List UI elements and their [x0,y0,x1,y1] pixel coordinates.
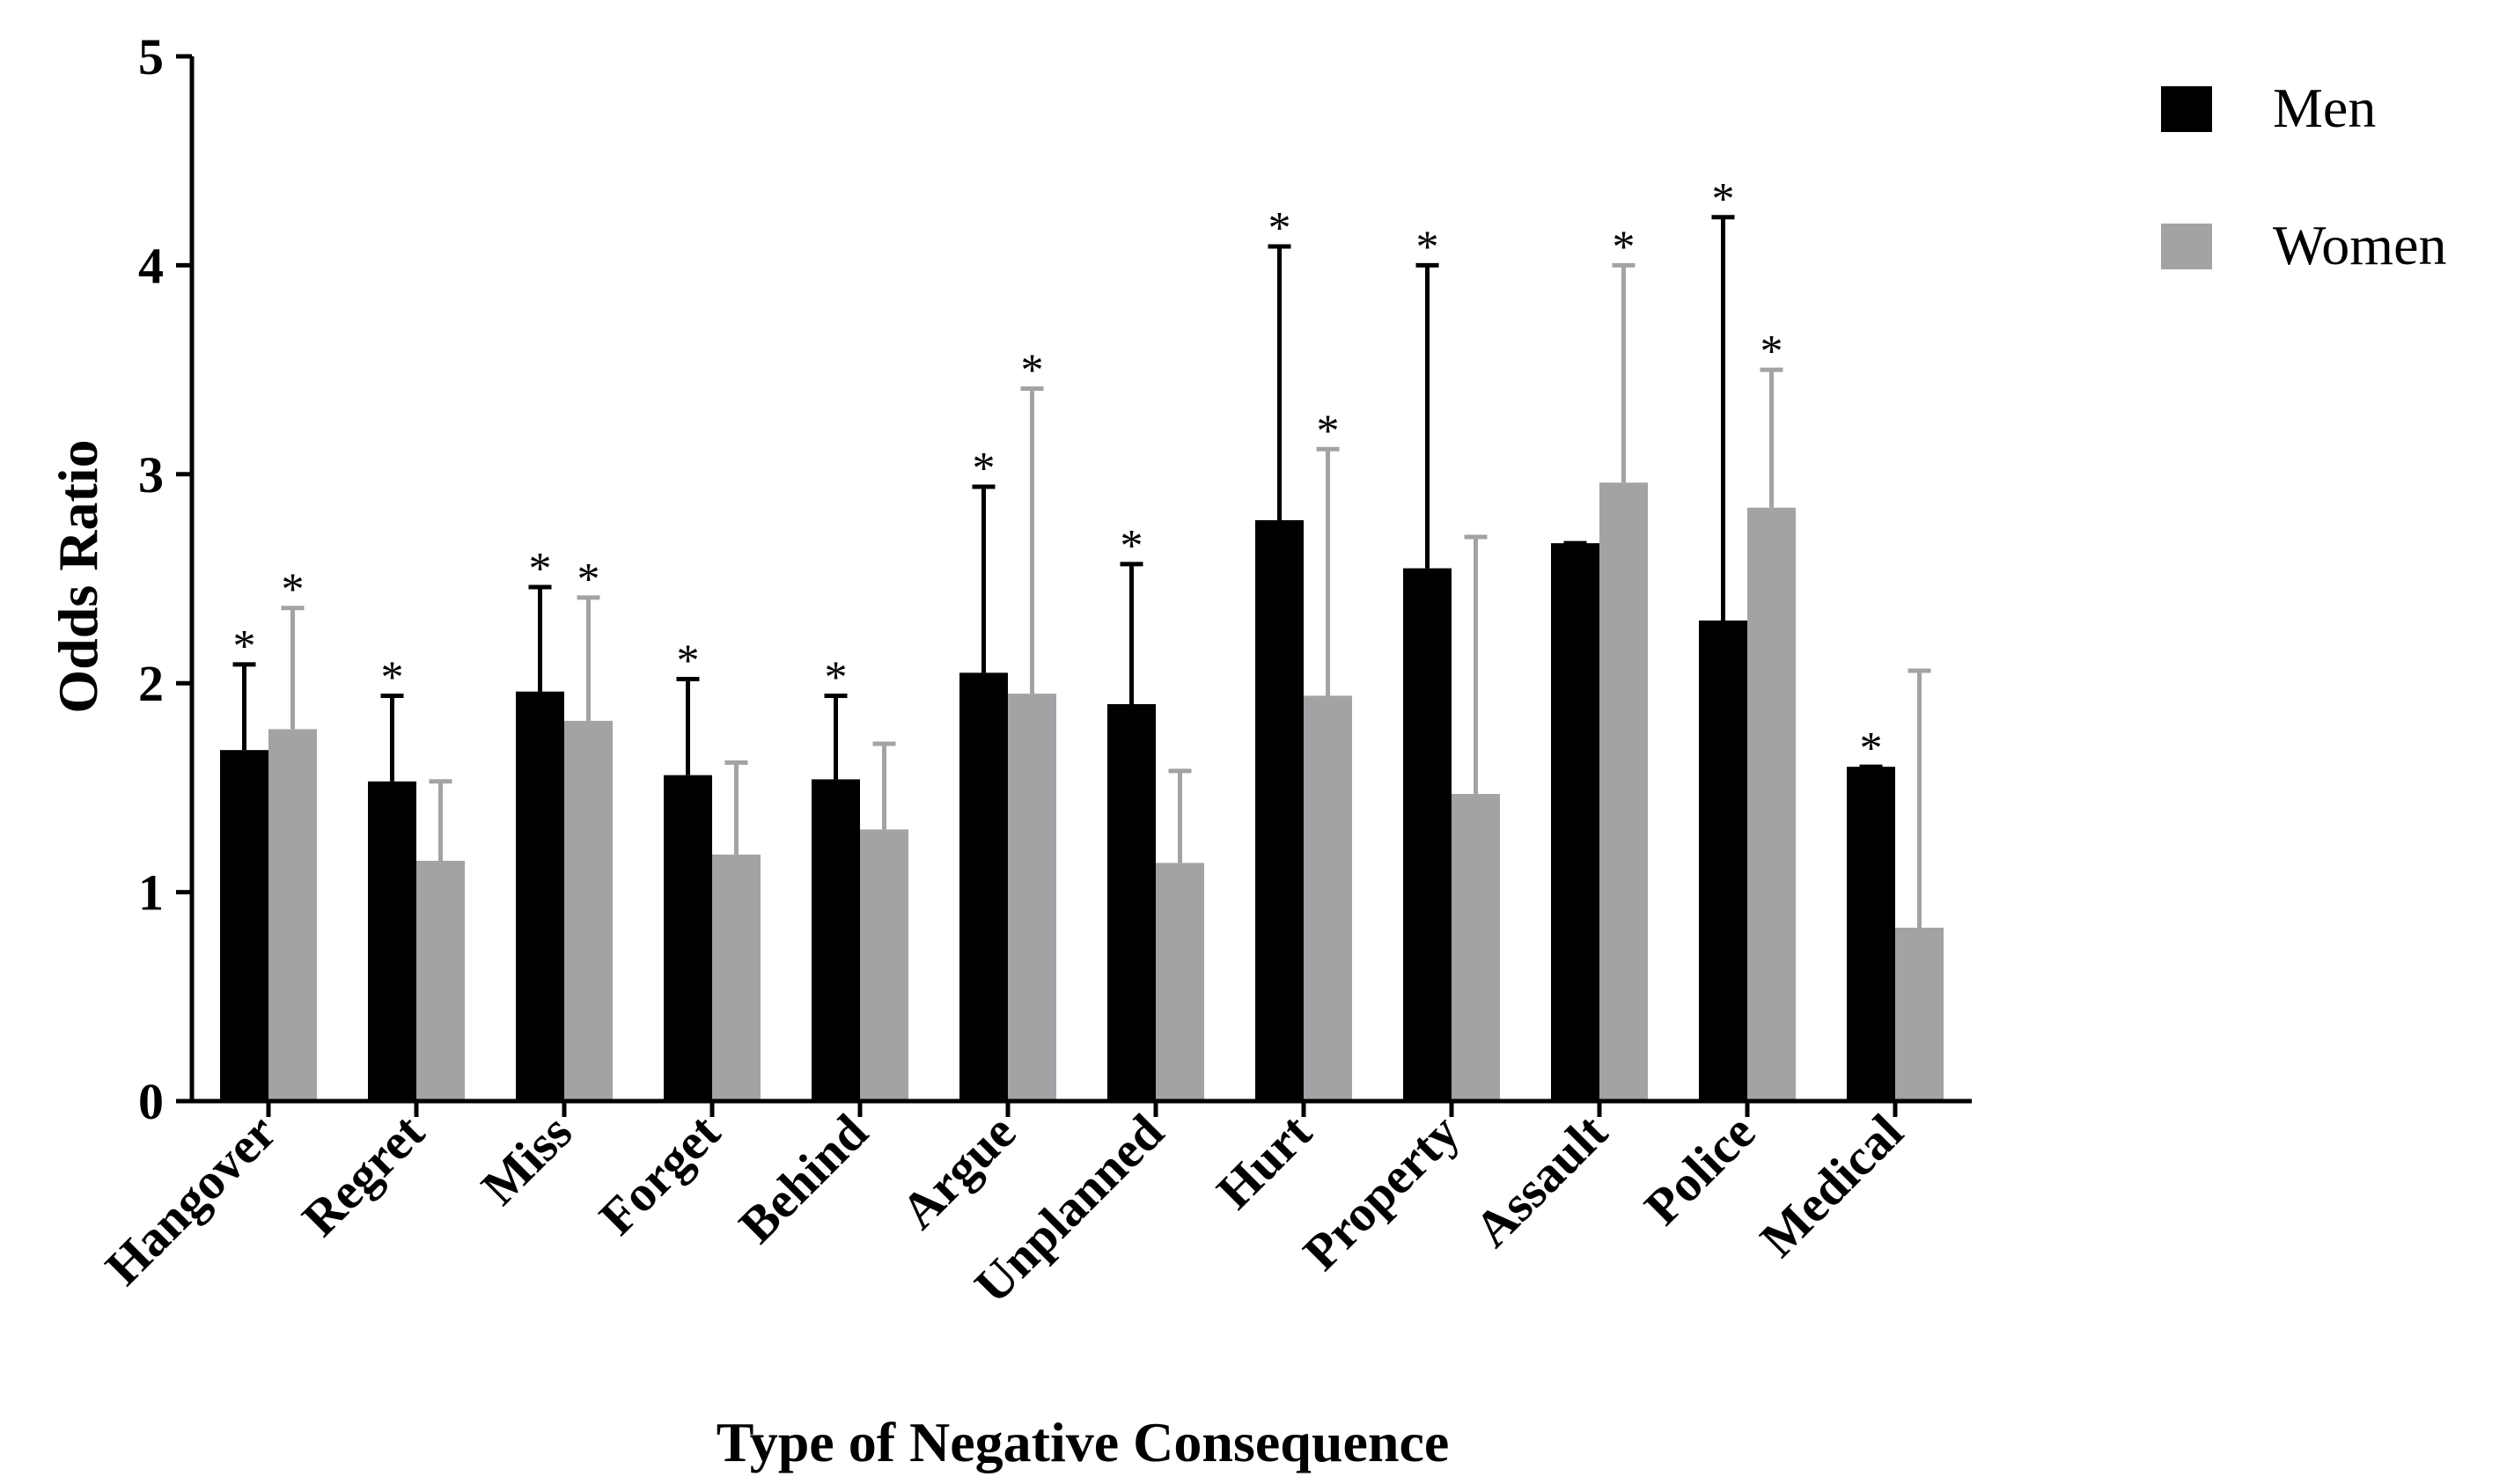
y-tick-label-5: 5 [138,28,164,85]
legend-swatch-women [2161,224,2212,269]
bar-men-hurt [1255,520,1304,1101]
bar-men-unplanned [1107,703,1156,1101]
significance-star-men-medical: * [1860,724,1883,774]
bar-women-miss [564,720,613,1101]
y-axis-title: Odds Ratio [47,439,109,713]
bar-men-argue [959,672,1008,1101]
y-tick-label-4: 4 [138,237,164,294]
axes-layer [176,54,1972,1117]
significance-star-men-argue: * [973,444,996,494]
significance-star-men-hurt: * [1268,203,1291,253]
x-tick-label-argue: Argue [890,1103,1026,1239]
bar-women-forget [712,854,761,1101]
y-tick-label-1: 1 [138,864,164,922]
bars-layer [220,482,1944,1101]
x-tick-label-behind: Behind [728,1103,878,1253]
legend: Men Women [2161,77,2446,276]
bar-women-regret [416,860,465,1101]
significance-star-men-police: * [1712,174,1735,224]
y-tick-label-0: 0 [138,1073,164,1130]
significance-star-men-regret: * [381,652,404,702]
significance-star-men-behind: * [825,652,848,702]
x-tick-label-police: Police [1633,1103,1766,1236]
legend-label-men: Men [2273,77,2376,139]
bar-men-property [1403,568,1452,1101]
bar-women-hurt [1304,695,1352,1101]
significance-star-men-property: * [1416,222,1439,272]
significance-star-men-hangover: * [233,621,256,672]
bar-women-argue [1008,694,1056,1101]
error-bars-layer [232,215,1931,928]
bar-women-assault [1599,482,1648,1101]
bar-men-police [1699,620,1747,1101]
legend-label-women: Women [2273,214,2446,276]
x-tick-label-property: Property [1292,1103,1470,1281]
x-tick-label-regret: Regret [291,1103,436,1247]
significance-star-women-miss: * [577,555,600,605]
bar-women-unplanned [1156,863,1204,1101]
bar-women-property [1452,794,1500,1101]
significance-markers-layer: * * * * * * * * * * * * * * * * * [233,174,1883,774]
bar-women-hangover [268,729,317,1101]
bar-men-medical [1847,767,1895,1101]
y-tick-labels: 0 1 2 3 4 5 [138,28,164,1130]
significance-star-men-miss: * [529,544,552,594]
significance-star-women-hurt: * [1317,406,1340,456]
bar-men-assault [1551,543,1599,1101]
x-tick-label-hangover: Hangover [94,1103,287,1296]
bar-men-forget [664,775,712,1101]
bar-men-regret [368,781,416,1101]
x-tick-label-medical: Medical [1749,1103,1914,1267]
x-tick-label-forget: Forget [588,1103,731,1246]
significance-star-women-police: * [1761,327,1783,377]
x-tick-label-miss: Miss [470,1103,583,1216]
x-tick-label-assault: Assault [1463,1103,1618,1258]
significance-star-men-forget: * [677,635,700,686]
x-tick-label-hurt: Hurt [1206,1103,1323,1220]
y-tick-label-3: 3 [138,446,164,503]
legend-swatch-men [2161,86,2212,132]
x-axis-title: Type of Negative Consequence [717,1411,1450,1473]
bar-men-miss [516,691,564,1101]
significance-star-men-unplanned: * [1121,521,1143,571]
y-tick-label-2: 2 [138,655,164,712]
bar-men-behind [812,779,860,1101]
bar-women-police [1747,507,1796,1101]
significance-star-women-argue: * [1021,345,1044,395]
bar-men-hangover [220,750,268,1101]
significance-star-women-assault: * [1613,222,1636,272]
significance-star-women-hangover: * [282,565,305,615]
bar-women-medical [1895,927,1944,1101]
bar-women-behind [860,829,908,1101]
